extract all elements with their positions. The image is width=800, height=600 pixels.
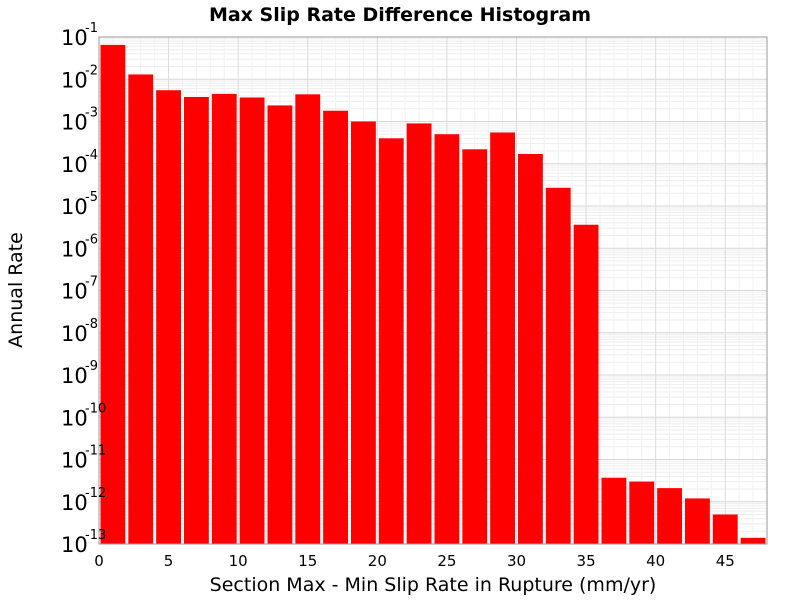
histogram-bar-23: [712, 514, 738, 544]
y-tick-label: 10-4: [61, 148, 98, 177]
y-tick-label: 10-9: [61, 359, 98, 388]
y-tick-label: 10-8: [61, 317, 98, 346]
plot-border: [98, 36, 768, 545]
histogram-bar-18: [573, 224, 599, 544]
histogram-bar-9: [323, 110, 348, 545]
y-tick-exponent: -11: [85, 444, 106, 459]
y-tick-base: 10: [61, 26, 88, 50]
y-tick-base: 10: [61, 364, 88, 388]
chart-title: Max Slip Rate Difference Histogram: [209, 4, 591, 26]
y-tick-label: 10-5: [61, 190, 98, 219]
x-tick-label: 30: [507, 552, 526, 570]
histogram-bar-14: [462, 149, 488, 544]
histogram-bar-7: [267, 105, 293, 545]
histogram-bar-17: [545, 187, 571, 544]
histogram-bar-5: [211, 93, 237, 545]
x-tick-label: 15: [298, 552, 317, 570]
y-tick-base: 10: [61, 111, 88, 135]
histogram-bar-19: [601, 477, 627, 544]
y-tick-exponent: -13: [85, 528, 106, 543]
y-tick-base: 10: [61, 153, 88, 177]
y-tick-exponent: -8: [85, 317, 98, 332]
y-tick-exponent: -4: [85, 148, 98, 163]
y-tick-label: 10-13: [61, 528, 106, 557]
x-tick-label: 10: [229, 552, 248, 570]
y-tick-exponent: -3: [85, 106, 98, 121]
y-tick-label: 10-6: [61, 232, 98, 261]
histogram-bar-13: [434, 134, 460, 545]
y-tick-exponent: -7: [85, 275, 98, 290]
y-tick-exponent: -2: [85, 63, 98, 78]
histogram-bar-12: [406, 123, 432, 544]
y-tick-base: 10: [61, 449, 88, 473]
histogram-bar-1: [100, 44, 126, 544]
histogram-bar-11: [378, 138, 404, 544]
histogram-bar-21: [657, 488, 682, 544]
y-tick-label: 10-10: [61, 401, 106, 430]
x-tick-label: 0: [94, 552, 104, 570]
y-tick-exponent: -6: [85, 232, 98, 247]
histogram-bar-4: [184, 97, 209, 544]
plot-area: [98, 36, 768, 545]
histogram-bar-6: [239, 97, 265, 545]
x-tick-label: 20: [368, 552, 387, 570]
y-axis-ticks: 10-110-210-310-410-510-610-710-810-910-1…: [61, 21, 106, 557]
y-tick-base: 10: [61, 533, 88, 557]
histogram-bar-10: [351, 121, 376, 544]
y-tick-exponent: -9: [85, 359, 98, 374]
y-tick-label: 10-3: [61, 106, 98, 135]
x-tick-label: 35: [577, 552, 596, 570]
y-tick-label: 10-2: [61, 63, 98, 92]
y-tick-exponent: -5: [85, 190, 98, 205]
histogram-bar-2: [128, 74, 154, 545]
bars: [100, 44, 766, 545]
y-tick-exponent: -1: [85, 21, 98, 36]
y-tick-label: 10-7: [61, 275, 98, 304]
x-tick-label: 5: [164, 552, 174, 570]
x-axis-ticks: 0 5 10 15 20 25 30 35 40 45: [94, 552, 735, 570]
y-tick-base: 10: [61, 195, 88, 219]
y-tick-exponent: -10: [85, 401, 106, 416]
y-tick-base: 10: [61, 280, 88, 304]
histogram-bar-16: [518, 154, 543, 544]
histogram-bar-8: [295, 94, 321, 545]
x-tick-label: 25: [437, 552, 456, 570]
y-tick-label: 10-11: [61, 444, 106, 473]
y-tick-base: 10: [61, 322, 88, 346]
x-tick-label: 40: [646, 552, 665, 570]
y-tick-base: 10: [61, 237, 88, 261]
y-tick-label: 10-12: [61, 486, 106, 515]
x-axis-label: Section Max - Min Slip Rate in Rupture (…: [210, 574, 657, 596]
y-tick-base: 10: [61, 406, 88, 430]
histogram-bar-24: [740, 537, 766, 544]
y-axis-label: Annual Rate: [5, 232, 27, 348]
y-tick-exponent: -12: [85, 486, 106, 501]
histogram-bar-3: [156, 90, 181, 545]
histogram-bar-20: [629, 481, 655, 544]
histogram-bar-22: [685, 498, 710, 544]
histogram-bar-15: [490, 132, 515, 545]
x-tick-label: 45: [716, 552, 735, 570]
y-tick-base: 10: [61, 491, 88, 515]
y-tick-label: 10-1: [61, 21, 98, 50]
y-tick-base: 10: [61, 68, 88, 92]
